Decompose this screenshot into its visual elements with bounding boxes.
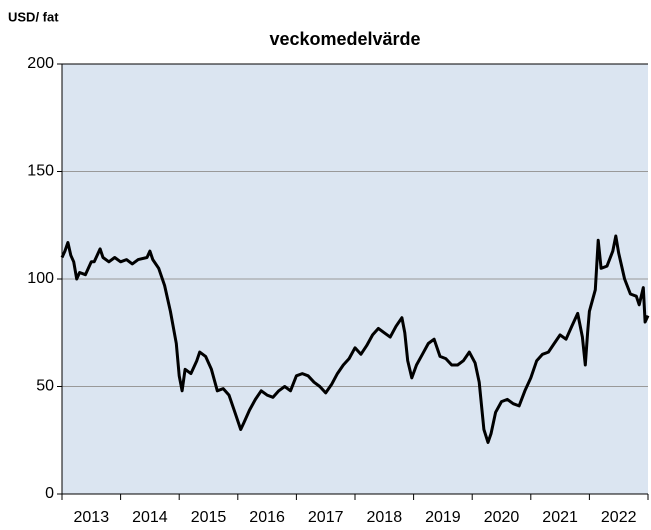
x-tick-label: 2016 — [249, 509, 285, 526]
y-tick-label: 0 — [45, 485, 54, 502]
x-tick-label: 2022 — [601, 509, 637, 526]
x-tick-label: 2014 — [132, 509, 168, 526]
chart-title: veckomedelvärde — [269, 29, 420, 49]
x-tick-label: 2021 — [542, 509, 578, 526]
y-tick-label: 50 — [36, 378, 54, 395]
x-tick-label: 2019 — [425, 509, 461, 526]
x-tick-label: 2013 — [74, 509, 110, 526]
y-tick-label: 150 — [27, 163, 54, 180]
x-tick-label: 2017 — [308, 509, 344, 526]
line-series — [60, 234, 650, 444]
y-axis-label: USD/ fat — [8, 9, 59, 24]
y-tick-label: 100 — [27, 270, 54, 287]
x-tick-label: 2018 — [367, 509, 403, 526]
y-tick-label: 200 — [27, 55, 54, 72]
x-tick-label: 2015 — [191, 509, 227, 526]
x-tick-label: 2020 — [484, 509, 520, 526]
